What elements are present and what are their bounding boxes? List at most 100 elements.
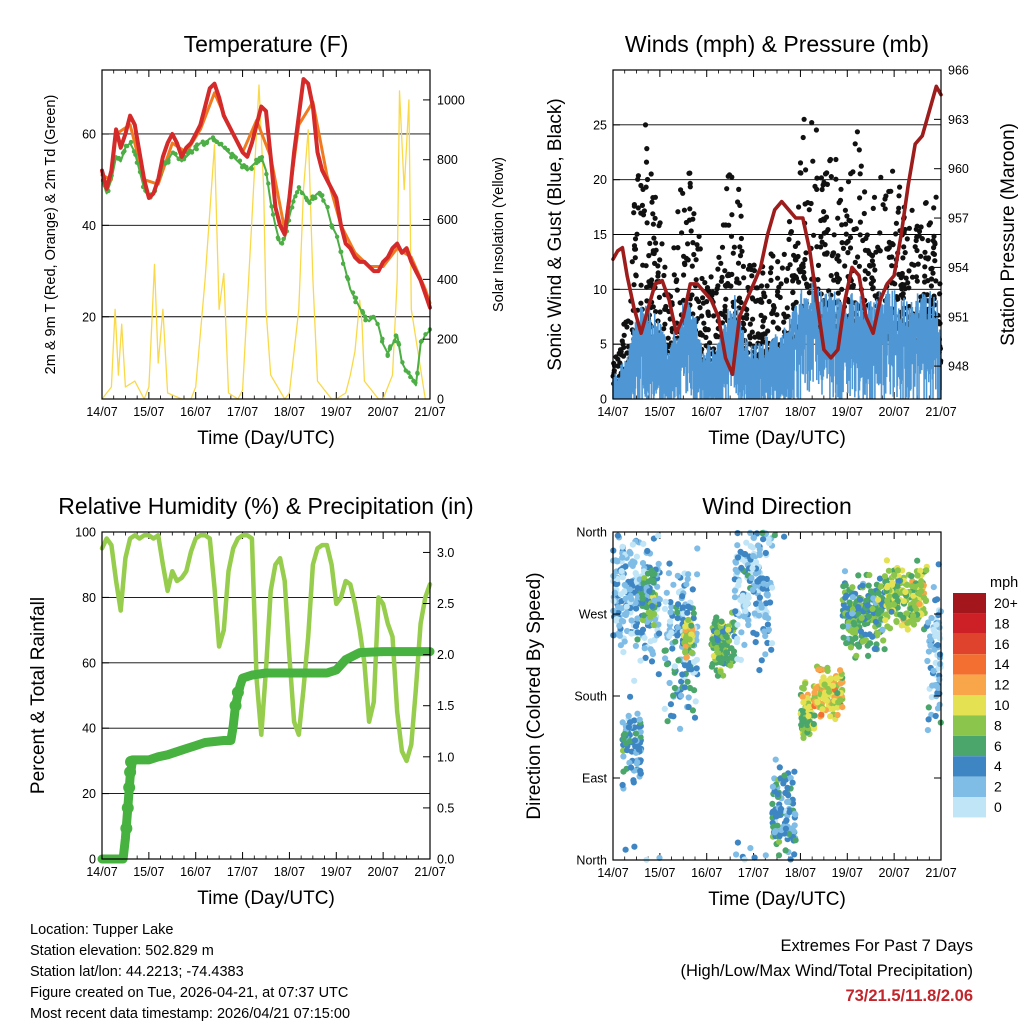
wind-gust-point xyxy=(744,312,750,318)
wind-gust-point xyxy=(857,232,863,238)
precip-point xyxy=(229,699,242,712)
wind-gust-point xyxy=(639,202,646,208)
dir-point xyxy=(814,699,821,706)
dir-point xyxy=(869,633,876,640)
extremes-subtitle: (High/Low/Max Wind/Total Precipitation) xyxy=(680,962,973,980)
precip-point xyxy=(125,755,138,768)
temp-td-point xyxy=(393,333,399,338)
wind-gust-point xyxy=(725,273,731,279)
wind-gust-point xyxy=(662,264,668,270)
dir-xlabel: Time (Day/UTC) xyxy=(708,889,846,910)
temp-ytick-right-label: 1000 xyxy=(437,93,465,107)
dir-point xyxy=(777,805,785,813)
dir-point xyxy=(685,603,692,610)
dir-point xyxy=(655,621,662,628)
wind-gust-point xyxy=(893,220,900,226)
wind-gust-point xyxy=(867,263,873,269)
wind-gust-point xyxy=(775,259,781,265)
wind-xtick-label: 17/07 xyxy=(738,405,769,419)
wind-gust-point xyxy=(640,212,647,218)
dir-point xyxy=(881,646,888,653)
wind-gust-point xyxy=(793,257,799,263)
dir-point xyxy=(732,608,739,615)
wind-gust-point xyxy=(697,331,703,338)
wind-gust-point xyxy=(619,338,625,344)
wind-ytick-right-label: 948 xyxy=(948,360,969,374)
dir-point xyxy=(627,693,634,700)
dir-point xyxy=(910,612,917,619)
wind-gust-point xyxy=(661,272,667,279)
dir-point xyxy=(621,638,628,645)
dir-point xyxy=(749,586,756,594)
dir-point xyxy=(639,595,646,602)
wind-gust-point xyxy=(889,263,895,269)
dir-legend-label: 16 xyxy=(994,636,1010,652)
temp-td-point xyxy=(128,139,134,145)
dir-point xyxy=(924,727,932,734)
dir-legend-label: 0 xyxy=(994,799,1002,815)
dir-point xyxy=(849,610,856,617)
dir-point xyxy=(634,629,641,636)
dir-point xyxy=(888,608,895,615)
dir-point xyxy=(776,838,783,845)
dir-point xyxy=(872,645,880,653)
wind-gust-point xyxy=(783,277,790,283)
wind-gust-point xyxy=(778,281,784,287)
temp-td-point xyxy=(334,234,340,239)
temp-td-point xyxy=(353,295,359,301)
wind-gust-point xyxy=(747,321,753,327)
dir-point xyxy=(784,798,792,805)
dir-point xyxy=(627,719,634,726)
wind-gust-point xyxy=(904,236,910,242)
wind-gust-point xyxy=(638,300,644,306)
dir-point xyxy=(759,530,766,537)
wind-gust-point xyxy=(674,287,680,293)
wind-ytick-left-label: 5 xyxy=(600,338,607,352)
dir-point xyxy=(735,582,742,589)
dir-legend-title: mph xyxy=(990,575,1018,591)
dir-point xyxy=(656,630,663,637)
dir-point xyxy=(849,584,856,591)
wind-gust-point xyxy=(787,262,793,268)
rh-panel: 14/07 15/07 16/07 17/07 18/07 19/07 20/07 21/07… xyxy=(28,493,474,909)
dir-point xyxy=(756,552,763,559)
rh-ytick-right-label: 0.0 xyxy=(437,853,454,867)
wind-gust-point xyxy=(833,176,839,182)
wind-gust-point xyxy=(818,175,825,181)
wind-xtick-label: 16/07 xyxy=(691,405,722,419)
wind-gust-point xyxy=(632,255,638,261)
dir-point xyxy=(805,713,812,720)
dir-point xyxy=(640,580,647,587)
wind-gust-point xyxy=(731,244,738,250)
wind-gust-point xyxy=(862,189,868,195)
wind-gust-point xyxy=(845,238,851,244)
dir-point xyxy=(786,809,793,816)
dir-point xyxy=(684,609,691,616)
wind-gust-point xyxy=(646,253,652,259)
temp-xtick-label: 20/07 xyxy=(368,405,399,419)
wind-gust-point xyxy=(843,231,849,237)
temp-td-point xyxy=(307,200,312,205)
dir-point xyxy=(631,843,638,850)
dir-point xyxy=(619,781,626,789)
wind-gust-point xyxy=(615,363,621,369)
temp-td-point xyxy=(418,339,424,344)
dir-point xyxy=(753,600,760,608)
wind-gust-point xyxy=(856,147,862,153)
dir-point xyxy=(686,666,693,673)
dir-point xyxy=(744,616,752,624)
dir-point xyxy=(675,657,682,664)
extremes-box: Extremes For Past 7 Days (High/Low/Max W… xyxy=(680,934,973,1009)
created-text: Figure created on Tue, 2026-04-21, at 07… xyxy=(30,985,349,1001)
dir-point xyxy=(900,614,907,622)
wind-gust-point xyxy=(918,224,924,230)
wind-gust-point xyxy=(708,274,714,280)
wind-gust-point xyxy=(631,282,637,288)
wind-gust-point xyxy=(813,127,820,133)
temp-td-point xyxy=(194,147,199,152)
dir-point xyxy=(681,662,689,669)
wind-gust-point xyxy=(852,141,858,147)
wind-gust-point xyxy=(775,289,781,295)
dir-point xyxy=(690,615,697,622)
dir-point xyxy=(762,612,769,619)
